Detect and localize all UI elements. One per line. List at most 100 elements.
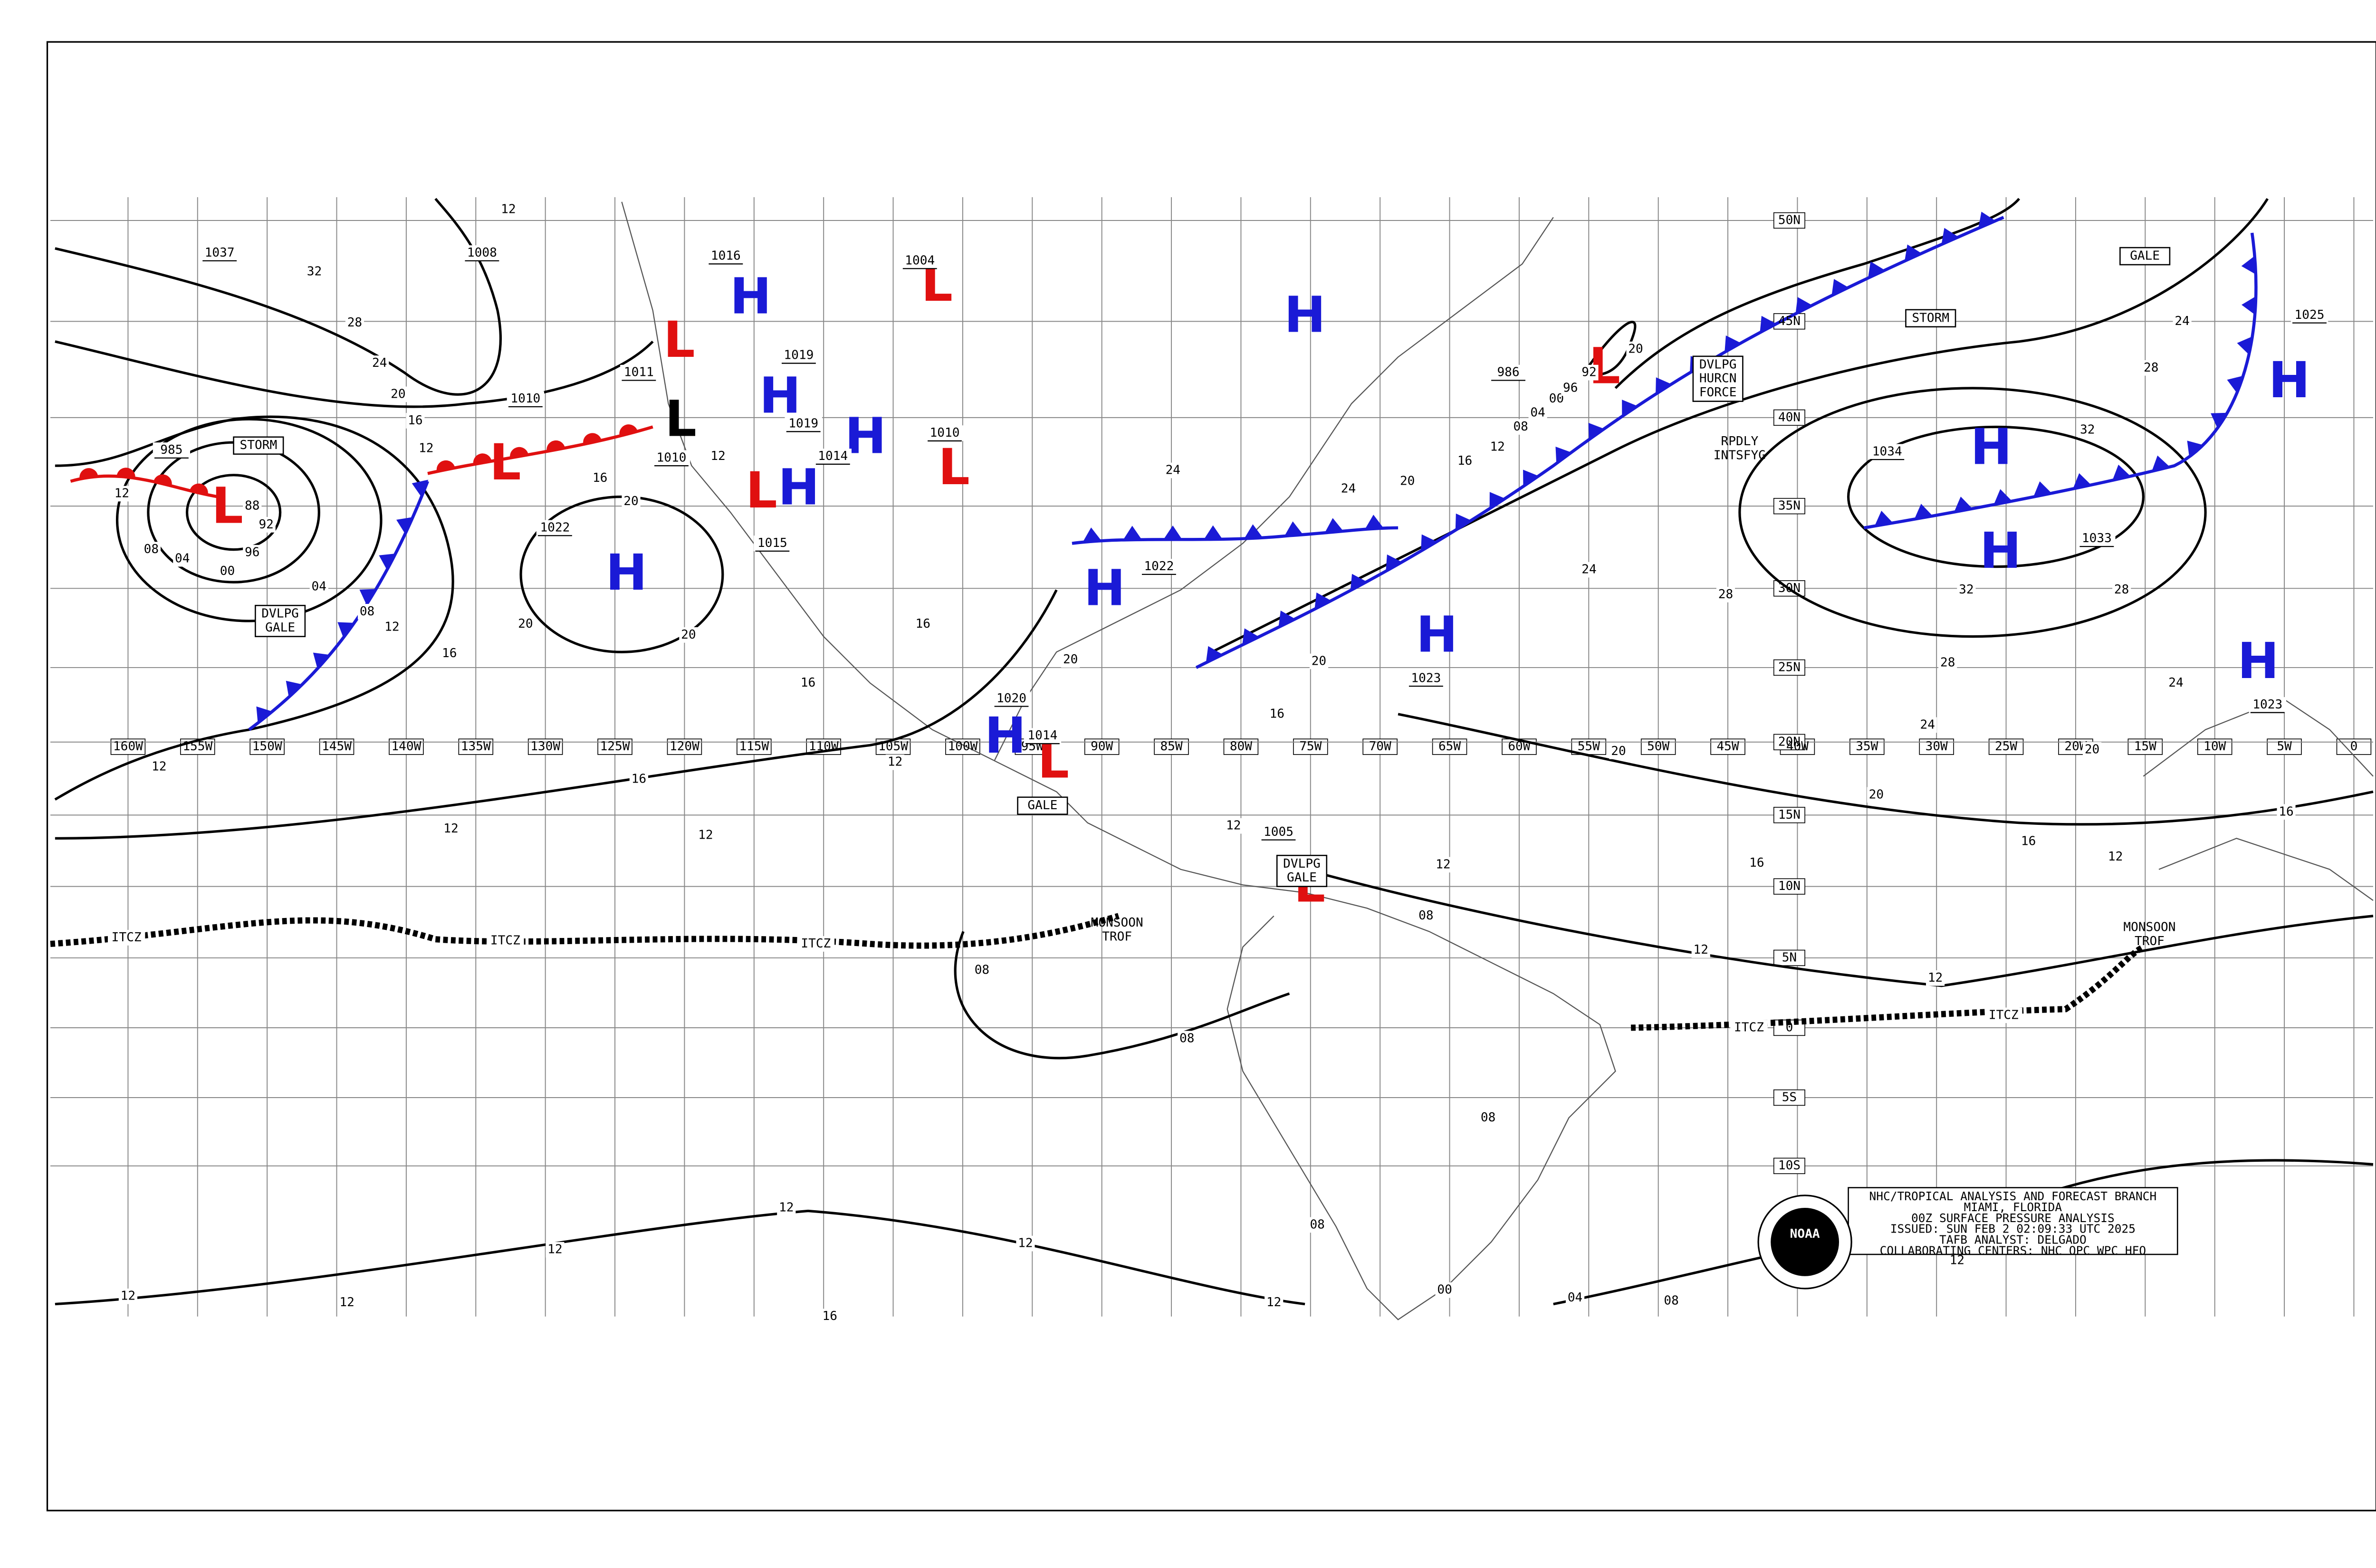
pressure-bg <box>926 425 964 441</box>
isobar-label-bg <box>1947 1252 1966 1269</box>
isobar-label: 28 <box>347 316 362 330</box>
latitude-label: 15N <box>1778 808 1801 822</box>
latitude-label: 50N <box>1778 213 1801 227</box>
isobar-label-bg <box>709 449 728 464</box>
isobar-label-bg <box>1488 439 1507 455</box>
title-block-frame <box>1848 1187 2178 1255</box>
isobar-label: 16 <box>2279 804 2293 819</box>
isobar-label-bg <box>243 545 262 561</box>
tag-box <box>2119 247 2171 266</box>
cold-front-triangle <box>1914 504 1933 519</box>
latitude-label: 25N <box>1778 660 1801 674</box>
isobar-label-bg <box>389 386 408 402</box>
central-pressure: 1010 <box>657 450 687 465</box>
tag-text: GALE <box>265 621 295 635</box>
isobar-label-bg <box>591 470 610 486</box>
cold-front-triangle <box>1760 316 1777 333</box>
high-center: H <box>2269 351 2310 409</box>
lon-label-box <box>1432 738 1467 755</box>
lat-label-box <box>1773 409 1805 426</box>
tag-text: DVLPG <box>261 607 299 621</box>
isobar-label-bg <box>820 1309 839 1325</box>
cold-front-triangle <box>412 479 429 497</box>
longitude-label: 115W <box>739 739 769 754</box>
isobar-label: 88 <box>245 499 259 513</box>
high-center: H <box>2237 632 2279 690</box>
high-center: H <box>845 407 886 465</box>
isobar-label: 08 <box>1481 1110 1495 1125</box>
cold-front-triangle <box>1795 297 1812 314</box>
isobar-label-bg <box>441 821 460 837</box>
isobar-label-bg <box>1061 652 1080 668</box>
isobar-label: 08 <box>144 542 159 556</box>
longitude-label: 60W <box>1508 739 1530 754</box>
isobar-label: 16 <box>1269 707 1284 721</box>
isobar-label: 24 <box>1581 563 1596 577</box>
isobar-label-bg <box>257 517 276 533</box>
latitude-label: 30N <box>1778 581 1801 595</box>
lat-label-box <box>1773 734 1805 750</box>
lon-label-box <box>1084 738 1120 755</box>
isobar-label-bg <box>1478 1110 1498 1126</box>
isobar-label-bg <box>777 1200 796 1216</box>
longitude-label: 110W <box>809 739 839 754</box>
isobar-label: 16 <box>442 646 457 660</box>
cold-front-triangle <box>359 589 376 605</box>
central-pressure: 1015 <box>757 536 787 550</box>
itcz-bg <box>1730 1020 1768 1036</box>
cold-front-triangle <box>1314 592 1332 610</box>
longitude-label: 140W <box>391 739 421 754</box>
isobar-label: 08 <box>1310 1217 1324 1232</box>
tag-text: GALE <box>2130 249 2160 263</box>
isobar-label: 16 <box>632 772 646 786</box>
isobar-label-bg <box>696 827 715 843</box>
cold-front-triangle <box>1324 518 1343 533</box>
cold-front-triangle <box>1386 554 1402 572</box>
low-center: L <box>746 461 777 519</box>
isobar-label-bg <box>1580 562 1599 578</box>
longitude-label: 160W <box>113 739 143 754</box>
lon-label-box <box>2127 738 2163 755</box>
tag-text: GALE <box>1027 798 1057 813</box>
tag-box <box>1017 796 1068 815</box>
lon-label-box <box>527 738 563 755</box>
longitude-label: 45W <box>1716 739 1739 754</box>
longitude-label: 55W <box>1578 739 1600 754</box>
isobar-label: 12 <box>547 1243 562 1257</box>
title-block-line: MIAMI, FLORIDA <box>1964 1200 2062 1214</box>
central-pressure: 1004 <box>905 253 935 268</box>
central-pressure: 1022 <box>1144 559 1174 574</box>
isobar-label-bg <box>679 627 698 643</box>
isobar-label: 00 <box>1437 1283 1452 1297</box>
pressure-bg <box>814 449 852 464</box>
isobar-label: 96 <box>245 545 259 560</box>
low-center: L <box>663 311 695 369</box>
longitude-label: 135W <box>461 739 491 754</box>
cold-front-triangle <box>1905 244 1922 261</box>
cold-front-triangle <box>1083 527 1102 542</box>
isobar-label-bg <box>1580 364 1599 381</box>
isobar-label-bg <box>406 413 425 429</box>
tag-text: HURCN <box>1699 372 1737 386</box>
longitude-label: 25W <box>1995 739 2017 754</box>
cold-front-triangle <box>1278 611 1295 628</box>
isobar-label-bg <box>546 1242 565 1258</box>
central-pressure: 1019 <box>784 348 814 363</box>
isobar-label: 20 <box>1628 342 1643 356</box>
lat-label-box <box>1773 497 1805 515</box>
itcz-label: ITCZ <box>1734 1020 1764 1034</box>
isobar-label: 24 <box>2168 676 2183 690</box>
isobar-label-bg <box>1716 587 1735 602</box>
isobar-label: 08 <box>360 604 374 619</box>
central-pressure: 1033 <box>2082 531 2112 545</box>
isobar-label-bg <box>1561 380 1580 396</box>
cold-front-triangle <box>1954 497 1973 512</box>
tag-text: RPDLY <box>1721 434 1759 449</box>
isobar-label: 96 <box>1563 381 1578 395</box>
lon-label-box <box>1293 738 1328 755</box>
title-block-line: COLLABORATING CENTERS: NHC OPC WPC HFO <box>1880 1243 2146 1257</box>
central-pressure: 1023 <box>2252 698 2282 712</box>
isobar-label-bg <box>1609 744 1628 759</box>
isobar-label: 20 <box>681 628 696 642</box>
isobar-label-bg <box>1455 453 1475 469</box>
